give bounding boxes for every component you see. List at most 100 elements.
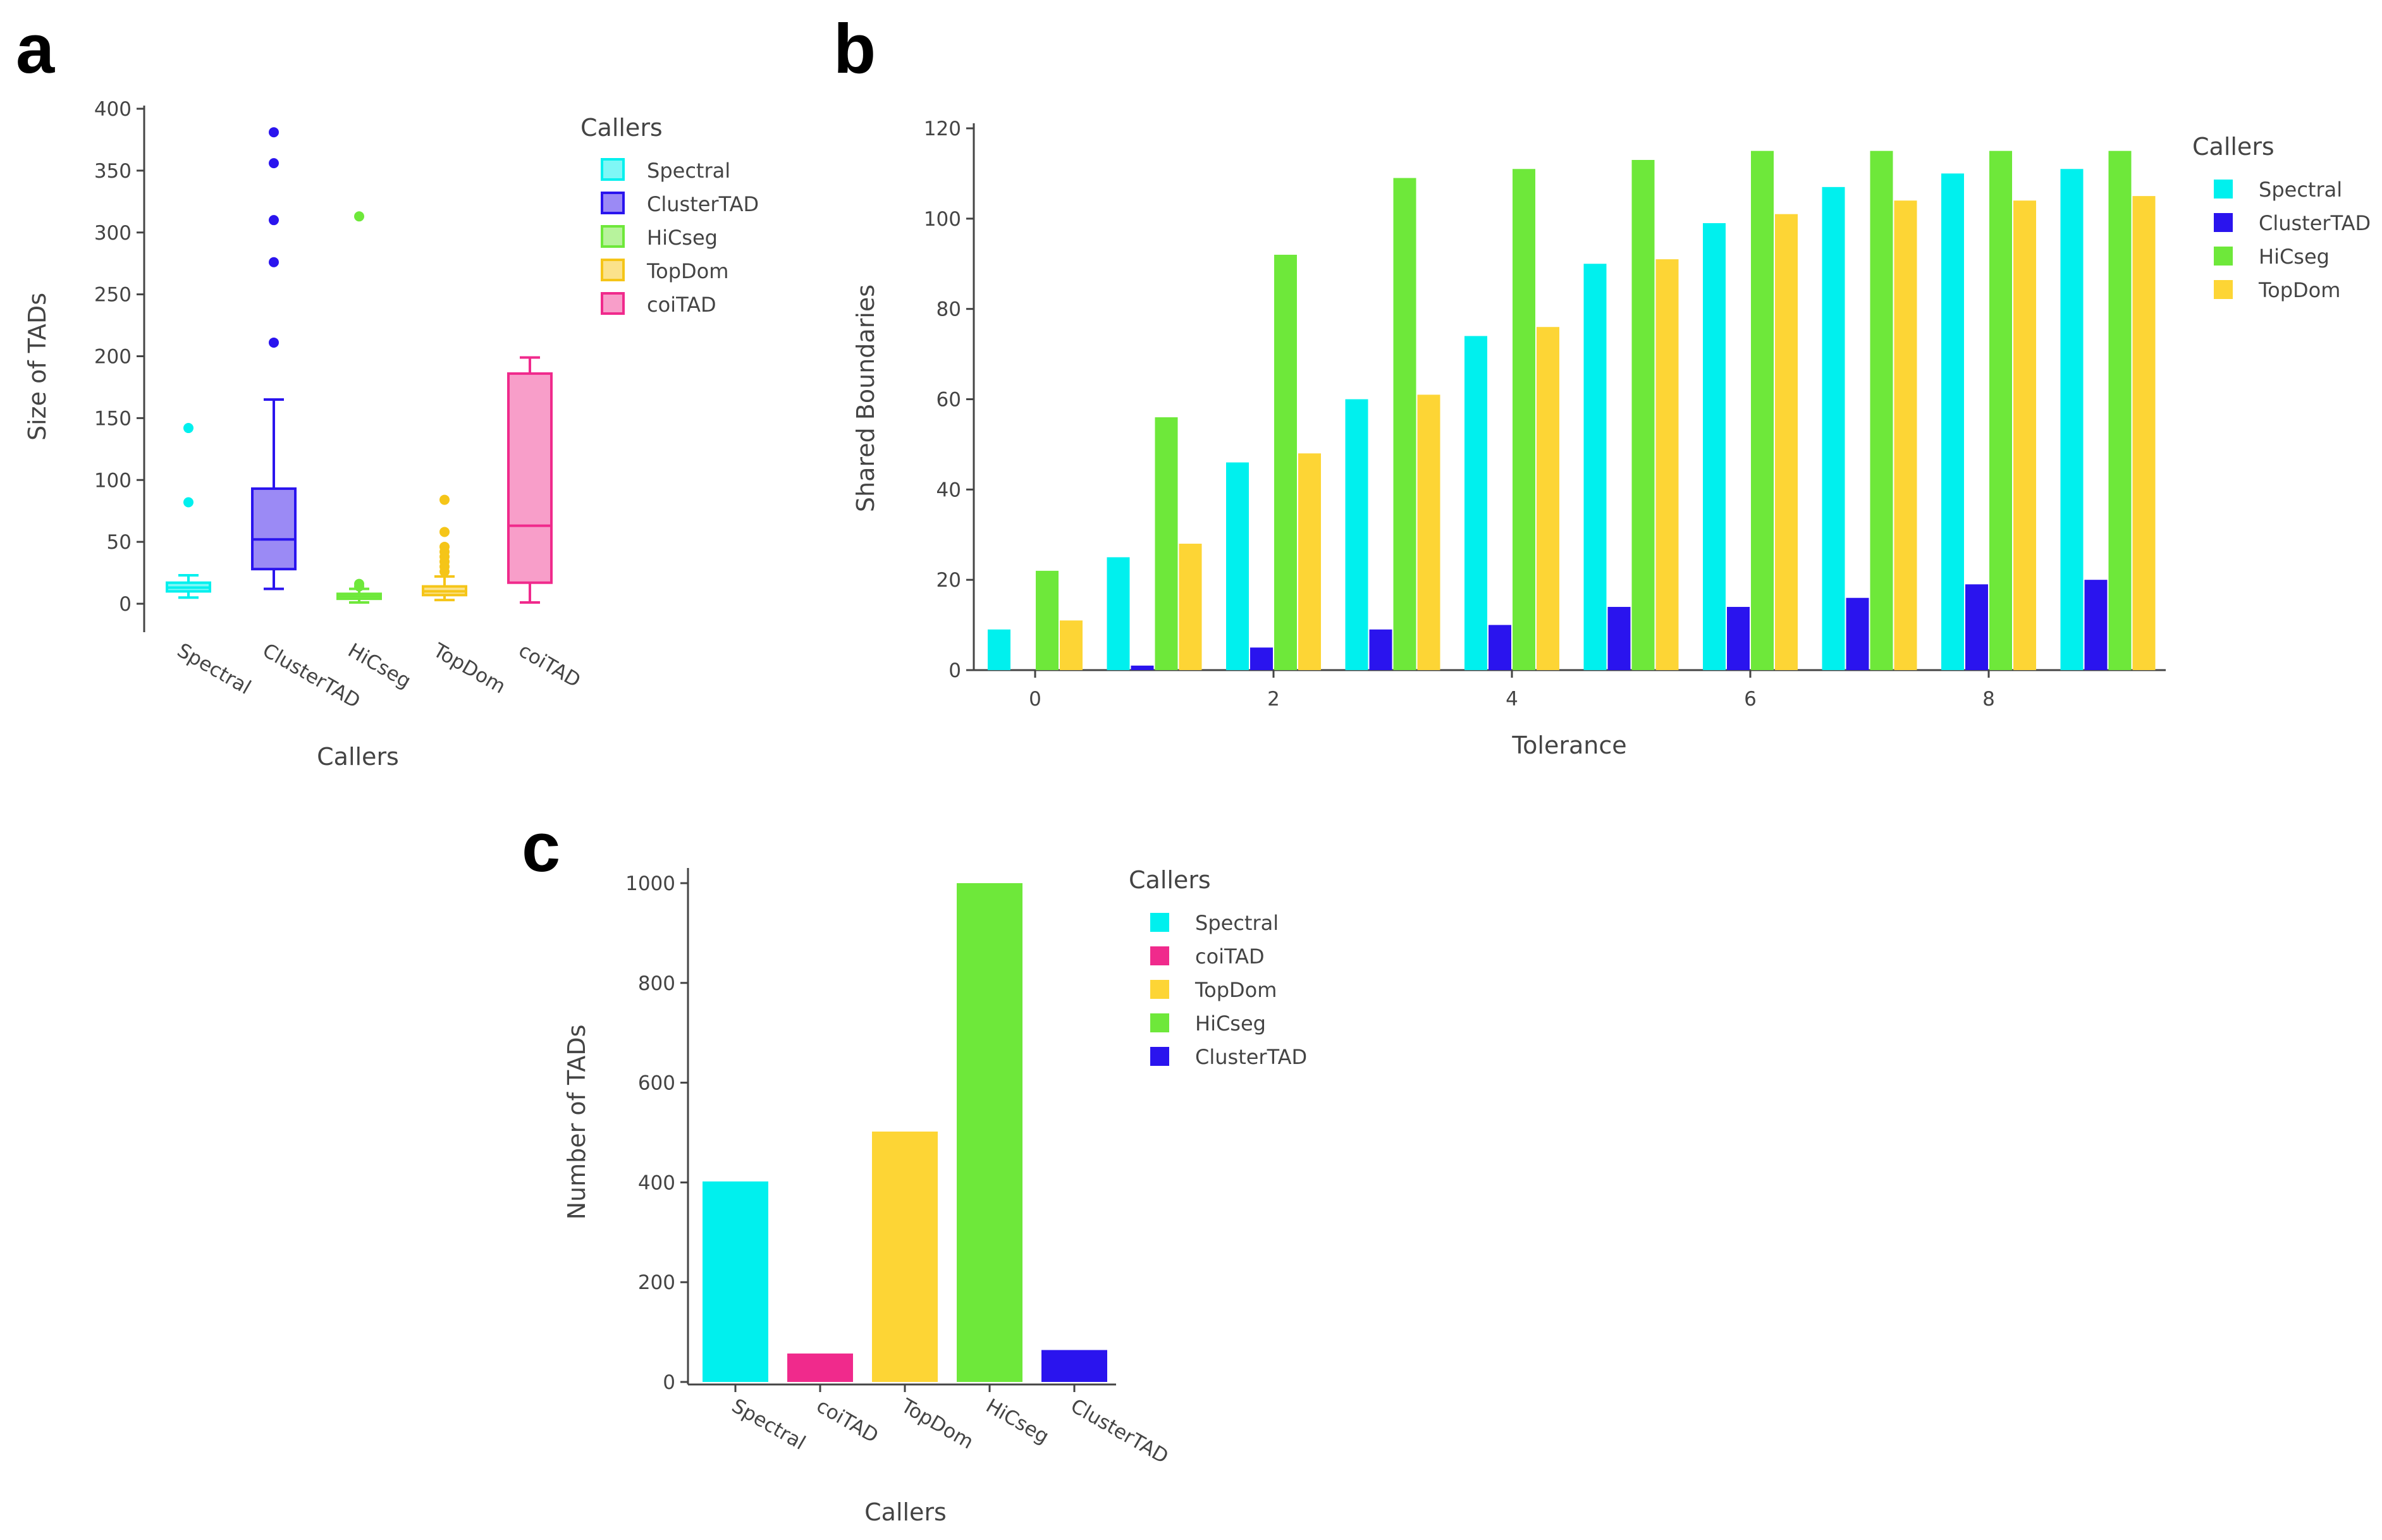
bar-hicseg-tol-9 — [2108, 150, 2132, 671]
bar-spectral-tol-0 — [988, 629, 1010, 670]
x-tick-label: 4 — [1506, 688, 1518, 711]
y-tick-label: 0 — [663, 1371, 675, 1394]
y-tick-label: 100 — [94, 469, 132, 492]
bar-hicseg-tol-4 — [1513, 169, 1535, 670]
bar-topdom-tol-9 — [2132, 196, 2156, 670]
legend-title: Callers — [580, 114, 663, 142]
legend-swatch-spectral — [2214, 180, 2233, 199]
bar-topdom-tol-1 — [1179, 544, 1202, 670]
legend-label-spectral: Spectral — [647, 159, 730, 183]
box-iqr-coitad — [507, 372, 553, 584]
outlier-point-topdom — [439, 541, 450, 552]
legend-swatch-clustertad — [601, 192, 625, 214]
legend-swatch-topdom — [1150, 980, 1169, 999]
panel-label-c: c — [522, 809, 560, 886]
x-axis-title: Callers — [864, 1498, 947, 1526]
bar-topdom-tol-5 — [1655, 259, 1679, 670]
y-tick-label: 400 — [94, 98, 132, 121]
legend-label-topdom: TopDom — [646, 259, 728, 283]
bar-clustertad-tol-5 — [1607, 607, 1631, 670]
x-tick-label: Spectral — [173, 639, 255, 699]
bar-spectral-tol-3 — [1345, 399, 1368, 670]
x-tick-label: TopDom — [897, 1394, 977, 1453]
legend-swatch-hicseg — [2214, 247, 2233, 266]
x-tick-label: 6 — [1744, 688, 1757, 711]
outlier-point-hicseg — [354, 578, 364, 589]
outlier-point-clustertad — [269, 158, 279, 169]
y-tick-label: 400 — [638, 1171, 675, 1194]
y-tick-label: 120 — [924, 118, 961, 140]
outlier-point-topdom — [439, 527, 450, 537]
legend-label-clustertad: ClusterTAD — [2259, 211, 2371, 235]
outlier-point-spectral — [183, 497, 193, 508]
x-tick-label: Spectral — [728, 1395, 809, 1455]
panel-label-a: a — [16, 10, 55, 88]
outlier-point-topdom — [439, 494, 450, 505]
legend-swatch-spectral — [1150, 913, 1169, 932]
x-tick-label: HiCseg — [982, 1395, 1053, 1448]
legend-swatch-hicseg — [601, 225, 625, 248]
x-axis-title: Callers — [317, 743, 399, 771]
bar-clustertad-tol-2 — [1250, 647, 1273, 670]
bar-topdom-tol-6 — [1775, 214, 1798, 671]
bar-topdom-tol-8 — [2013, 200, 2036, 670]
legend-swatch-coitad — [601, 292, 625, 315]
outlier-point-clustertad — [269, 257, 279, 267]
bar-hicseg — [957, 883, 1022, 1382]
legend-label-hicseg: HiCseg — [2259, 245, 2330, 269]
legend-label-spectral: Spectral — [1195, 911, 1279, 935]
y-tick-label: 50 — [107, 531, 132, 554]
bar-clustertad-tol-8 — [1965, 584, 1988, 670]
panel-b-grouped-bar-chart: 0 20 40 60 80 100 120 Shared Boundaries 0 2 4 6 8 Tol… — [852, 118, 2371, 759]
y-tick-label: 100 — [924, 208, 961, 231]
y-axis-title: Number of TADs — [563, 1025, 591, 1220]
x-tick-label: ClusterTAD — [1067, 1395, 1172, 1469]
bar-spectral-tol-4 — [1464, 336, 1487, 670]
legend-swatch-topdom — [601, 259, 625, 281]
legend-swatch-hicseg — [1150, 1013, 1169, 1032]
bar-spectral-tol-7 — [1822, 186, 1845, 670]
y-tick-label: 350 — [94, 160, 132, 183]
bar-hicseg-tol-1 — [1155, 417, 1178, 670]
x-tick-label: 8 — [1982, 688, 1995, 711]
y-tick-label: 250 — [94, 284, 132, 307]
bar-clustertad-tol-3 — [1369, 629, 1392, 670]
outlier-point-clustertad — [269, 215, 279, 226]
y-tick-label: 0 — [119, 593, 132, 616]
legend-swatch-clustertad — [1150, 1047, 1169, 1066]
bar-hicseg-tol-3 — [1393, 178, 1416, 670]
bar-topdom — [872, 1131, 938, 1382]
x-tick-label: HiCseg — [344, 639, 415, 693]
y-tick-label: 200 — [94, 346, 132, 369]
outlier-point-clustertad — [269, 127, 279, 138]
outlier-point-clustertad — [269, 337, 279, 348]
x-tick-label: 2 — [1267, 688, 1280, 711]
y-axis-title: Size of TADs — [23, 293, 51, 441]
legend-label-topdom: TopDom — [2258, 278, 2340, 302]
bar-spectral-tol-2 — [1226, 462, 1249, 670]
y-tick-label: 300 — [94, 222, 132, 245]
legend-label-hicseg: HiCseg — [647, 226, 718, 250]
bar-hicseg-tol-8 — [1989, 150, 2012, 671]
bar-coitad — [787, 1354, 853, 1382]
bar-hicseg-tol-0 — [1036, 570, 1059, 670]
bar-topdom-tol-7 — [1894, 200, 1917, 670]
bar-clustertad-tol-7 — [1846, 597, 1869, 670]
outlier-point-spectral — [183, 423, 193, 434]
y-axis-title: Shared Boundaries — [852, 284, 880, 512]
legend-label-topdom: TopDom — [1194, 978, 1277, 1002]
x-tick-label: coiTAD — [515, 639, 584, 692]
bar-spectral-tol-8 — [1941, 173, 1964, 671]
legend-label-clustertad: ClusterTAD — [1195, 1045, 1307, 1069]
y-tick-label: 0 — [949, 659, 961, 682]
x-tick-label: ClusterTAD — [259, 639, 364, 713]
legend-label-coitad: coiTAD — [1195, 944, 1265, 969]
x-tick-label: TopDom — [429, 639, 509, 698]
legend-swatch-coitad — [1150, 946, 1169, 965]
bar-clustertad — [1041, 1350, 1107, 1382]
legend-label-coitad: coiTAD — [647, 293, 716, 317]
bar-clustertad-tol-4 — [1489, 625, 1511, 670]
bar-hicseg-tol-6 — [1751, 150, 1774, 671]
x-axis-title: Tolerance — [1511, 731, 1626, 759]
